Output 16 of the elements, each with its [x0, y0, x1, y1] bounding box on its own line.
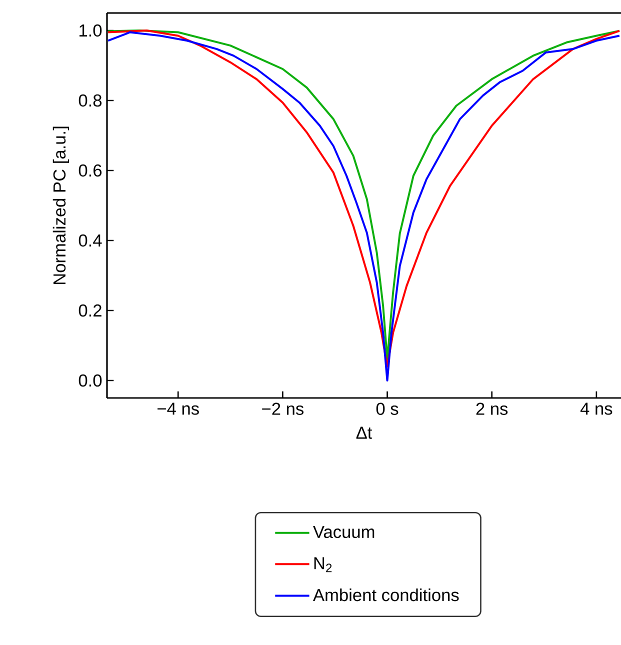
legend-label: Vacuum [313, 526, 374, 538]
y-tick-label: 0.4 [78, 234, 102, 247]
x-tick-label: 0 s [376, 402, 398, 415]
x-tick-label: 2 ns [476, 402, 508, 415]
y-tick-label: 0.6 [78, 164, 102, 177]
x-tick-label: −2 ns [262, 402, 304, 415]
y-tick-label: 0.2 [78, 304, 102, 317]
x-tick-label: −4 ns [158, 402, 199, 415]
legend-label: Ambient conditions [313, 588, 459, 602]
y-tick-label: 0.0 [78, 374, 102, 387]
x-tick-label: 4 ns [580, 402, 612, 415]
y-tick-label: 0.8 [78, 94, 102, 107]
legend-label: N$_{2}$ [314, 557, 332, 572]
y-tick-label: 1.0 [80, 24, 102, 37]
y-axis-title: Normalized PC [a.u.] [52, 126, 70, 284]
x-axis-title: Δt [356, 426, 372, 439]
